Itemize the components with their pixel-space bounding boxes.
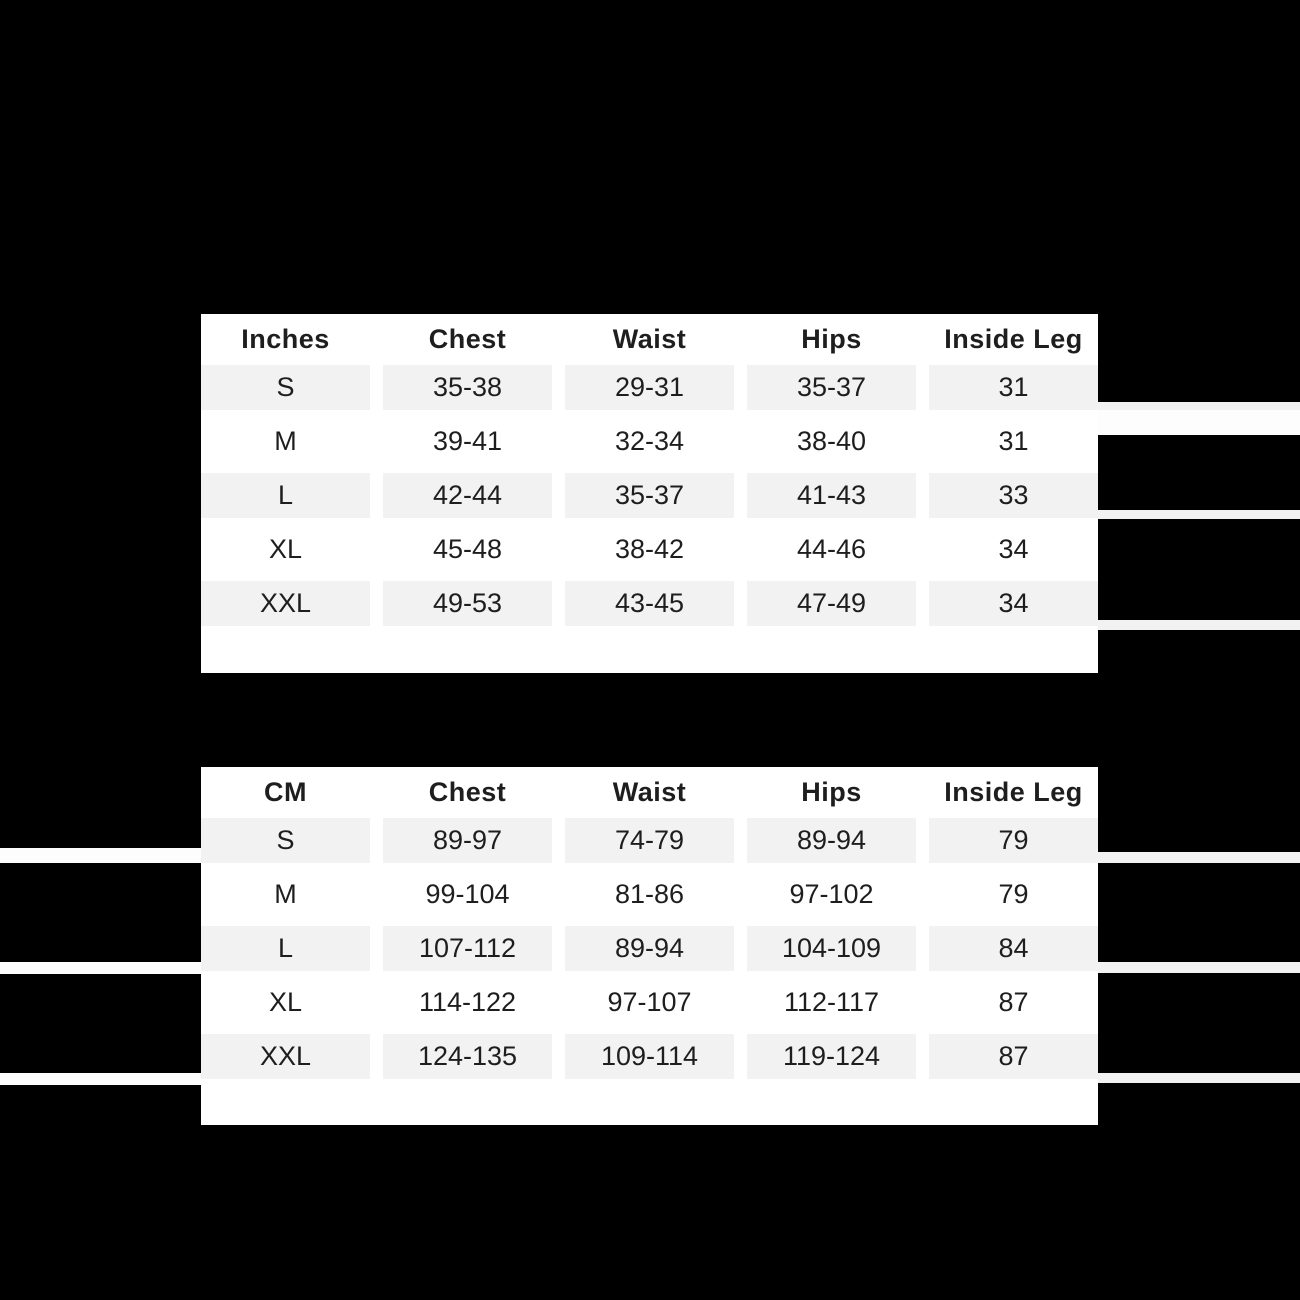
table-cell: 47-49 [747, 581, 916, 626]
size-label-cell: S [201, 365, 370, 410]
table-row: XXL 49-53 43-45 47-49 34 [201, 581, 1098, 626]
table-cell: 79 [929, 872, 1098, 917]
table-cell: 33 [929, 473, 1098, 518]
table-header-row: Inches Chest Waist Hips Inside Leg [201, 314, 1098, 365]
table-cell: 35-37 [565, 473, 734, 518]
table-cell: 97-102 [747, 872, 916, 917]
table-cell: 119-124 [747, 1034, 916, 1079]
column-header: Inches [241, 324, 330, 354]
table-row: S 89-97 74-79 89-94 79 [201, 818, 1098, 863]
table-cell: 89-94 [565, 926, 734, 971]
table-cell: 112-117 [747, 980, 916, 1025]
table-cell: 74-79 [565, 818, 734, 863]
edge-sliver [1098, 510, 1300, 519]
size-label-cell: L [201, 926, 370, 971]
table-cell: 34 [929, 581, 1098, 626]
table-cell: 104-109 [747, 926, 916, 971]
column-header: Waist [612, 324, 687, 354]
table-row: S 35-38 29-31 35-37 31 [201, 365, 1098, 410]
column-header: Chest [428, 324, 507, 354]
table-row: L 42-44 35-37 41-43 33 [201, 473, 1098, 518]
size-table-cm: CM Chest Waist Hips Inside Leg S 89-97 74-79 89… [201, 767, 1098, 1125]
table-cell: 109-114 [565, 1034, 734, 1079]
table-row: M 39-41 32-34 38-40 31 [201, 419, 1098, 464]
table-cell: 31 [929, 365, 1098, 410]
column-header: Inside Leg [944, 324, 1083, 354]
table-cell: 79 [929, 818, 1098, 863]
table-cell: 35-38 [383, 365, 552, 410]
size-label-cell: M [201, 872, 370, 917]
edge-sliver [1098, 410, 1300, 435]
edge-sliver [0, 962, 201, 974]
edge-sliver [1098, 852, 1300, 863]
table-cell: 43-45 [565, 581, 734, 626]
table-header-row: CM Chest Waist Hips Inside Leg [201, 767, 1098, 818]
table-cell: 124-135 [383, 1034, 552, 1079]
table-cell: 99-104 [383, 872, 552, 917]
table-cell: 35-37 [747, 365, 916, 410]
table-row: XL 114-122 97-107 112-117 87 [201, 980, 1098, 1025]
column-header: Chest [428, 777, 507, 807]
size-label-cell: XXL [201, 581, 370, 626]
table-cell: 42-44 [383, 473, 552, 518]
table-cell: 81-86 [565, 872, 734, 917]
table-row: XL 45-48 38-42 44-46 34 [201, 527, 1098, 572]
size-table-inches: Inches Chest Waist Hips Inside Leg S 35-38 29-… [201, 314, 1098, 673]
size-label-cell: L [201, 473, 370, 518]
table-row: XXL 124-135 109-114 119-124 87 [201, 1034, 1098, 1079]
size-label-cell: XL [201, 527, 370, 572]
size-label-cell: XL [201, 980, 370, 1025]
edge-sliver [1098, 620, 1300, 630]
edge-sliver [1098, 1073, 1300, 1083]
size-label-cell: M [201, 419, 370, 464]
table-cell: 31 [929, 419, 1098, 464]
edge-sliver [1098, 962, 1300, 973]
size-label-cell: XXL [201, 1034, 370, 1079]
table-cell: 89-97 [383, 818, 552, 863]
table-cell: 34 [929, 527, 1098, 572]
table-cell: 97-107 [565, 980, 734, 1025]
table-cell: 41-43 [747, 473, 916, 518]
table-cell: 29-31 [565, 365, 734, 410]
table-cell: 49-53 [383, 581, 552, 626]
edge-sliver [0, 1073, 201, 1085]
column-header: Inside Leg [944, 777, 1083, 807]
table-row: L 107-112 89-94 104-109 84 [201, 926, 1098, 971]
table-cell: 114-122 [383, 980, 552, 1025]
table-row: M 99-104 81-86 97-102 79 [201, 872, 1098, 917]
table-cell: 44-46 [747, 527, 916, 572]
table-cell: 45-48 [383, 527, 552, 572]
size-label-cell: S [201, 818, 370, 863]
edge-sliver [1098, 402, 1300, 410]
column-header: Waist [612, 777, 687, 807]
column-header: Hips [801, 324, 862, 354]
table-cell: 84 [929, 926, 1098, 971]
column-header: CM [264, 777, 307, 807]
table-cell: 38-42 [565, 527, 734, 572]
column-header: Hips [801, 777, 862, 807]
table-cell: 107-112 [383, 926, 552, 971]
table-cell: 38-40 [747, 419, 916, 464]
table-cell: 89-94 [747, 818, 916, 863]
table-cell: 32-34 [565, 419, 734, 464]
table-cell: 39-41 [383, 419, 552, 464]
edge-sliver [0, 848, 201, 863]
table-cell: 87 [929, 980, 1098, 1025]
table-cell: 87 [929, 1034, 1098, 1079]
